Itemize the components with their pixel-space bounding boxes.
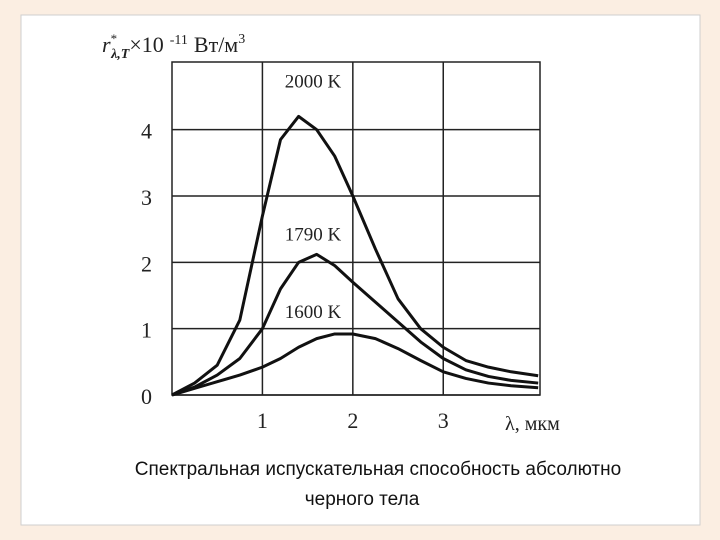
y-tick-label: 3 xyxy=(141,185,152,210)
y-label-symbol: r xyxy=(102,32,111,57)
y-axis-label: r* λ,T×10 -11 Вт/м3 xyxy=(102,31,245,62)
y-label-unit-power: 3 xyxy=(238,32,245,47)
y-label-sup: * xyxy=(111,31,118,46)
caption-line: Спектральная испускательная способность … xyxy=(135,459,621,480)
series-line xyxy=(171,252,539,397)
y-tick-label: 1 xyxy=(141,318,152,343)
series-label: 2000 K xyxy=(285,71,342,92)
caption-line: черного тела xyxy=(305,489,420,510)
y-label-sub: λ,T xyxy=(110,47,131,62)
panel xyxy=(20,14,701,526)
y-tick-label: 0 xyxy=(141,384,152,409)
y-tick-label: 2 xyxy=(141,251,152,276)
y-label-mult: ×10 xyxy=(129,32,163,57)
series-label: 1790 K xyxy=(285,224,342,245)
y-tick-label: 4 xyxy=(141,119,152,144)
series-line xyxy=(171,332,539,397)
series-label: 1600 K xyxy=(285,302,342,323)
y-label-exp: -11 xyxy=(170,33,188,48)
x-tick-label: 3 xyxy=(438,408,449,433)
y-label-unit: Вт/м xyxy=(194,32,238,57)
series-line xyxy=(171,114,539,397)
x-tick-label: 1 xyxy=(257,408,268,433)
x-tick-label: 2 xyxy=(347,408,358,433)
x-axis-label: λ, мкм xyxy=(505,413,560,435)
